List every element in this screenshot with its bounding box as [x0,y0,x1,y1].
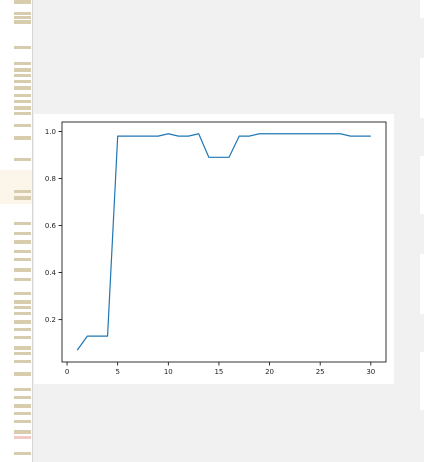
sidebar-mark [14,190,31,193]
sidebar-mark [14,12,31,15]
sidebar-mark [14,430,31,434]
sidebar-mark [14,68,31,72]
sidebar-mark [14,278,31,281]
y-axis-ticks: 0.2 0.4 0.6 0.8 1.0 [45,128,62,324]
sidebar-mark [14,158,31,161]
sidebar-mark [14,124,31,127]
chart-axes [61,121,387,363]
x-tick-label: 25 [316,368,325,376]
chart-card: 0 5 10 15 20 25 30 0.2 0.4 0.6 0.8 1.0 [34,114,394,384]
sidebar-mark [14,46,31,49]
sidebar-mark [14,436,31,439]
sidebar-mark [14,360,31,363]
plot-frame [61,121,387,363]
sidebar-mark [14,222,31,225]
line-chart: 0 5 10 15 20 25 30 0.2 0.4 0.6 0.8 1.0 [45,121,387,376]
right-panel-block [420,58,424,118]
right-panel-block [420,254,424,314]
sidebar-mark [14,346,31,350]
sidebar-mark [14,250,31,253]
sidebar-mark [14,240,31,244]
chart-series [76,133,371,351]
sidebar-mark [14,292,31,295]
sidebar-mark [14,74,31,77]
sidebar-mark [14,106,31,110]
left-sidebar [0,0,33,462]
sidebar-mark [14,258,31,261]
sidebar-mark [14,412,31,415]
sidebar-mark [14,62,31,65]
sidebar-mark [14,320,31,324]
sidebar-mark [14,100,31,103]
y-tick-label: 0.6 [45,222,57,230]
y-tick-label: 0.4 [45,269,57,277]
right-panel-block [420,352,424,410]
x-tick-label: 5 [115,368,119,376]
sidebar-mark [14,420,31,423]
x-tick-label: 10 [164,368,173,376]
sidebar-mark [14,232,31,235]
sidebar-mark [14,136,31,140]
sidebar-mark [14,372,31,376]
y-tick-label: 1.0 [45,128,56,136]
sidebar-mark [14,300,31,304]
sidebar-mark [14,312,31,315]
right-panel-block [420,156,424,214]
sidebar-mark [14,112,31,115]
series-line [76,133,371,351]
sidebar-mark [14,0,31,4]
y-tick-label: 0.8 [45,175,56,183]
x-tick-label: 0 [65,368,69,376]
sidebar-mark [14,336,31,339]
x-tick-label: 15 [214,368,223,376]
y-tick-label: 0.2 [45,316,56,324]
sidebar-mark [14,352,31,355]
sidebar-mark [14,328,31,331]
sidebar-mark [14,80,31,83]
sidebar-mark [14,20,31,24]
x-tick-label: 20 [265,368,274,376]
x-tick-label: 30 [366,368,375,376]
sidebar-mark [14,452,31,455]
sidebar-mark [14,396,31,399]
sidebar-mark [14,268,31,272]
sidebar-mark [14,306,31,309]
sidebar-mark [14,388,31,391]
sidebar-mark [14,404,31,408]
right-panel-block [420,0,424,18]
x-axis-ticks: 0 5 10 15 20 25 30 [65,362,375,376]
sidebar-mark [14,16,31,19]
sidebar-mark [14,86,31,90]
sidebar-mark [14,196,31,200]
sidebar-mark [14,94,31,97]
